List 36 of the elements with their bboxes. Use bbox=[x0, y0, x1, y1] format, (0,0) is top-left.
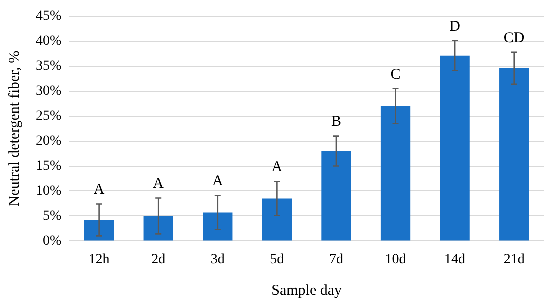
bar bbox=[203, 212, 233, 241]
y-tick-label: 5% bbox=[42, 208, 62, 224]
annotation: CD bbox=[504, 30, 525, 46]
x-tick-label: 10d bbox=[385, 252, 406, 268]
y-tick-label: 45% bbox=[36, 9, 62, 24]
y-tick-label: 15% bbox=[36, 158, 62, 174]
x-axis-title: Sample day bbox=[272, 282, 343, 299]
annotation: A bbox=[153, 176, 164, 192]
annotation: A bbox=[272, 160, 283, 176]
bar bbox=[84, 220, 114, 241]
y-tick-label: 30% bbox=[36, 84, 62, 100]
x-tick-label: 21d bbox=[504, 252, 525, 268]
annotation: A bbox=[94, 182, 105, 198]
annotation: C bbox=[390, 66, 401, 83]
x-tick-label: 5d bbox=[270, 252, 284, 268]
x-tick-label: 3d bbox=[210, 252, 225, 268]
x-tick-label: 7d bbox=[329, 252, 344, 268]
y-tick-label: 20% bbox=[36, 134, 62, 149]
x-tick-label: 14d bbox=[444, 252, 466, 268]
bar bbox=[322, 151, 352, 241]
x-tick-label: 12h bbox=[88, 252, 110, 268]
y-axis-title: Neutral detergent fiber, % bbox=[6, 50, 23, 207]
y-tick-label: 25% bbox=[36, 108, 62, 124]
bar bbox=[440, 56, 470, 241]
annotation: A bbox=[212, 174, 224, 190]
bar bbox=[380, 106, 411, 241]
annotation: B bbox=[331, 114, 342, 130]
y-tick-label: 40% bbox=[36, 34, 62, 50]
y-tick-label: 35% bbox=[36, 59, 62, 74]
annotation: D bbox=[450, 18, 461, 35]
y-tick-label: 0% bbox=[42, 234, 62, 249]
x-tick-label: 2d bbox=[152, 252, 166, 268]
bar bbox=[144, 216, 174, 241]
bar bbox=[500, 68, 530, 241]
bar bbox=[262, 198, 292, 241]
y-tick-label: 10% bbox=[36, 184, 62, 199]
